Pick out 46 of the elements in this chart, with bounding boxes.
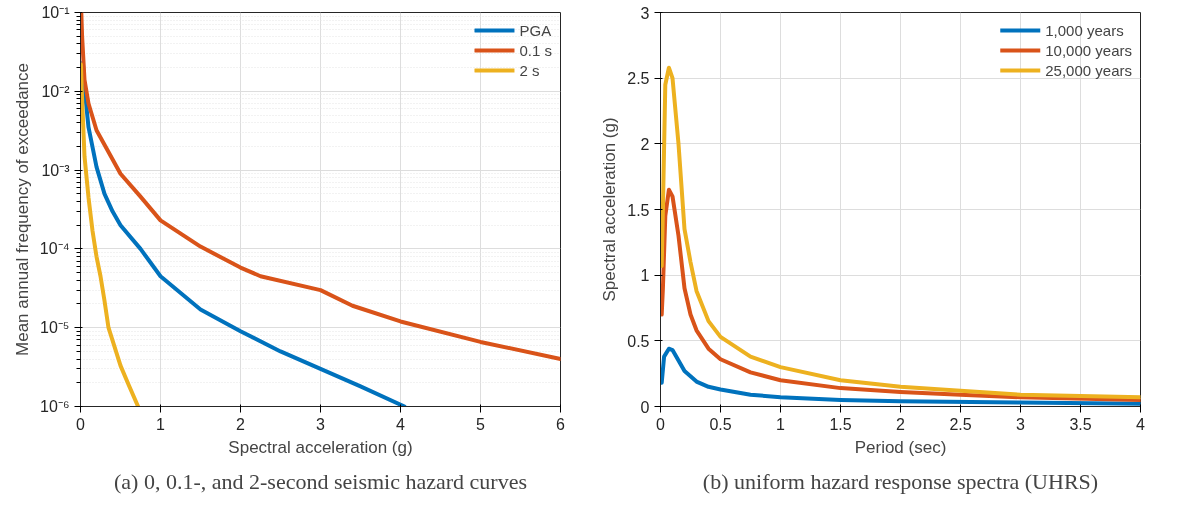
x-tick-label: 3 [1016, 415, 1026, 433]
x-tick-label: 0.5 [709, 415, 732, 433]
x-tick-label: 2 [236, 415, 246, 433]
x-tick-label: 4 [396, 415, 406, 433]
x-tick-label: 1 [776, 415, 786, 433]
line-series [660, 187, 1141, 402]
y-tick-label: 10⁻⁴ [39, 240, 70, 258]
x-tick-label: 0 [656, 415, 666, 433]
y-tick-label: 2 [640, 135, 650, 153]
x-tick-label: 2.5 [949, 415, 972, 433]
x-axis-title: Period (sec) [854, 437, 947, 457]
legend-label: 0.1 s [519, 41, 552, 59]
line-series [660, 65, 1141, 400]
y-tick-label: 10⁻² [41, 82, 71, 100]
y-tick-label: 10⁻¹ [41, 4, 70, 21]
text: (a) 0, 0.1-, and 2-second seismic hazard curves [114, 468, 527, 494]
x-tick-label: 3 [316, 415, 326, 433]
legend-label: 10,000 years [1045, 41, 1132, 59]
y-tick-label: 10⁻⁵ [40, 319, 70, 337]
y-axis-title: Spectral acceleration (g) [600, 117, 620, 302]
legend-label: 25,000 years [1045, 61, 1132, 79]
y-tick-label: 1 [640, 267, 650, 285]
x-tick-label: 4 [1136, 415, 1146, 433]
x-tick-label: 3.5 [1069, 415, 1092, 433]
x-axis-title: Spectral acceleration (g) [228, 437, 413, 457]
y-tick-label: 3 [640, 4, 650, 22]
x-tick-label: 5 [476, 415, 486, 433]
x-tick-label: 1.5 [829, 415, 852, 433]
x-tick-label: 6 [556, 415, 566, 433]
line-series [80, 12, 561, 362]
legend-label: PGA [519, 21, 552, 39]
y-tick-label: 0 [640, 398, 650, 416]
y-axis-title: Mean annual frequency of exceedance [12, 63, 32, 356]
y-tick-label: 10⁻³ [41, 161, 71, 179]
y-tick-label: 0.5 [627, 332, 650, 350]
y-tick-label: 2.5 [627, 70, 650, 88]
x-tick-label: 1 [156, 415, 166, 433]
y-tick-label: 1.5 [627, 201, 650, 219]
legend-label: 1,000 years [1045, 21, 1124, 39]
legend-label: 2 s [519, 61, 540, 79]
text: (b) uniform hazard response spectra (UHRS) [702, 468, 1099, 494]
x-tick-label: 2 [896, 415, 906, 433]
line-series [660, 346, 1141, 406]
y-tick-label: 10⁻⁶ [40, 398, 70, 415]
x-tick-label: 0 [76, 415, 86, 433]
line-series [80, 62, 141, 407]
